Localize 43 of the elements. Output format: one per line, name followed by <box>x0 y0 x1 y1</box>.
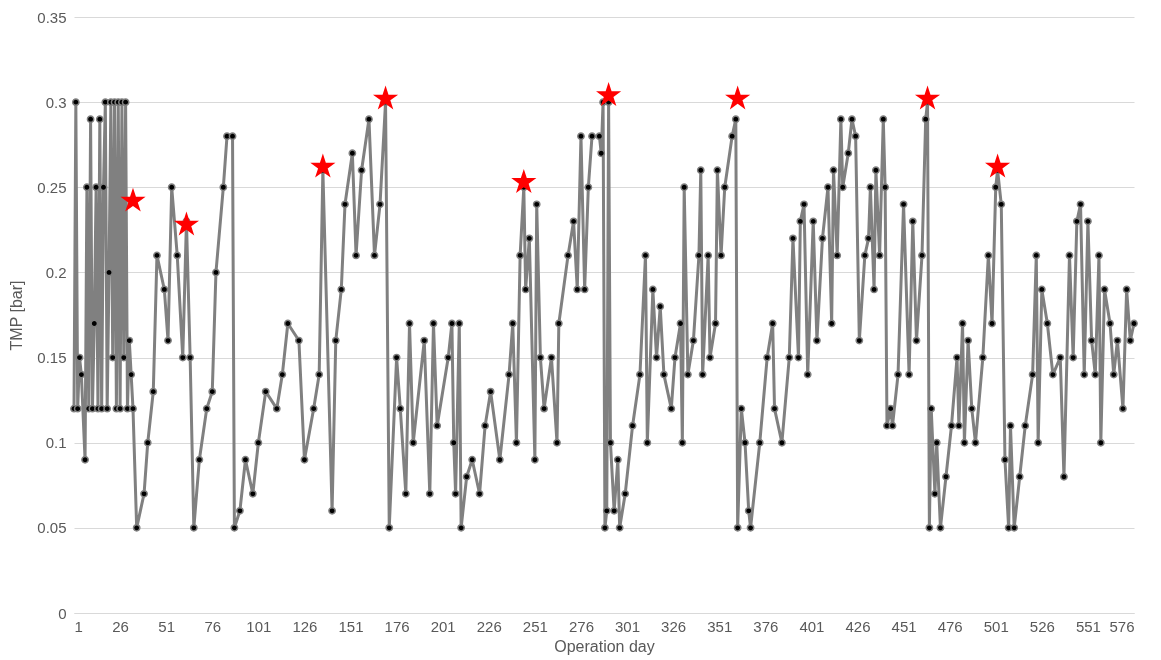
x-tick-label: 176 <box>384 617 410 635</box>
point <box>985 153 1011 178</box>
x-tick-label: 76 <box>204 617 222 635</box>
point <box>120 187 146 212</box>
x-tick-label: 126 <box>292 617 318 635</box>
x-tick-label: 26 <box>112 617 129 635</box>
x-tick-label: 151 <box>338 617 364 635</box>
x-tick-label: 426 <box>845 617 871 635</box>
x-tick-label: 576 <box>1109 617 1135 635</box>
x-tick-label: 276 <box>568 617 594 635</box>
point <box>310 153 336 178</box>
x-tick-label: 301 <box>615 617 641 635</box>
point <box>914 85 941 110</box>
y-tick-label: 0.35 <box>37 8 67 26</box>
x-tick-label: 1 <box>74 617 83 635</box>
x-tick-label: 501 <box>983 617 1009 635</box>
x-tick-label: 226 <box>476 617 502 635</box>
y-tick-label: 0.1 <box>45 434 67 452</box>
x-tick-label: 451 <box>891 617 917 635</box>
x-axis-title: Operation day <box>554 637 655 655</box>
y-axis-title: TMP [bar] <box>8 280 26 351</box>
x-tick-label: 526 <box>1029 617 1055 635</box>
x-tick-label: 101 <box>246 617 272 635</box>
x-tick-label: 351 <box>707 617 733 635</box>
x-tick-label: 251 <box>522 617 548 635</box>
point <box>725 85 751 110</box>
x-tick-label: 51 <box>158 617 176 635</box>
x-tick-label: 376 <box>753 617 779 635</box>
point <box>596 82 622 107</box>
y-tick-label: 0.3 <box>45 93 67 111</box>
y-tick-label: 0.05 <box>37 519 67 537</box>
x-tick-label: 401 <box>799 617 825 635</box>
x-tick-label: 201 <box>430 617 456 635</box>
point <box>511 168 537 193</box>
y-tick-label: 0.25 <box>37 178 67 196</box>
y-tick-label: 0.2 <box>45 263 67 281</box>
x-tick-label: 551 <box>1075 617 1101 635</box>
x-tick-label: 326 <box>661 617 687 635</box>
point <box>173 211 200 236</box>
y-tick-label: 0.15 <box>37 349 67 367</box>
x-tick-label: 476 <box>937 617 963 635</box>
point <box>372 85 399 110</box>
y-tick-label: 0 <box>58 604 67 622</box>
